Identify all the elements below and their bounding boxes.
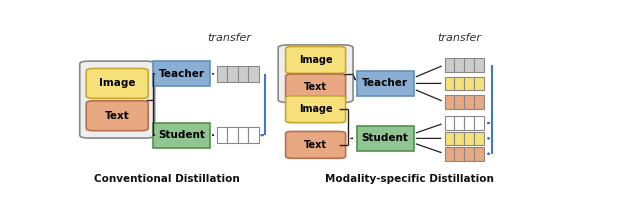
Text: Conventional Distillation: Conventional Distillation — [94, 174, 239, 184]
Bar — [454, 58, 465, 72]
Bar — [465, 116, 474, 130]
Bar — [356, 71, 413, 96]
Text: Image: Image — [299, 104, 332, 114]
Bar — [445, 116, 454, 130]
Bar — [474, 58, 484, 72]
Bar — [465, 58, 474, 72]
Bar — [356, 126, 413, 151]
Bar — [474, 95, 484, 109]
FancyBboxPatch shape — [285, 96, 346, 123]
Bar — [227, 127, 237, 143]
Bar — [153, 123, 210, 148]
Bar — [454, 147, 465, 161]
Text: Image: Image — [299, 55, 332, 65]
Bar — [237, 127, 248, 143]
Text: Image: Image — [99, 78, 136, 88]
Text: Text: Text — [105, 111, 129, 121]
Bar — [454, 76, 465, 90]
FancyBboxPatch shape — [285, 74, 346, 101]
FancyBboxPatch shape — [285, 131, 346, 158]
FancyBboxPatch shape — [285, 47, 346, 73]
Bar — [465, 147, 474, 161]
Bar — [445, 131, 454, 145]
Bar — [217, 66, 227, 82]
Text: Text: Text — [304, 83, 327, 92]
Bar — [474, 76, 484, 90]
Text: Modality-specific Distillation: Modality-specific Distillation — [325, 174, 494, 184]
Bar — [237, 66, 248, 82]
Bar — [474, 116, 484, 130]
FancyBboxPatch shape — [86, 68, 148, 98]
Bar — [474, 147, 484, 161]
Bar — [217, 127, 227, 143]
Bar — [454, 95, 465, 109]
FancyBboxPatch shape — [80, 61, 155, 138]
Bar — [248, 66, 259, 82]
Text: Student: Student — [362, 133, 408, 143]
Bar — [454, 116, 465, 130]
Bar — [153, 61, 210, 86]
Text: Student: Student — [158, 130, 205, 140]
Bar — [474, 131, 484, 145]
FancyBboxPatch shape — [278, 45, 353, 102]
Text: transfer: transfer — [207, 33, 251, 43]
Text: Text: Text — [304, 140, 327, 150]
Bar — [445, 95, 454, 109]
Text: Teacher: Teacher — [362, 78, 408, 88]
Bar — [445, 147, 454, 161]
Bar — [465, 95, 474, 109]
Bar — [227, 66, 237, 82]
Bar — [465, 131, 474, 145]
Bar — [445, 76, 454, 90]
Bar — [465, 76, 474, 90]
FancyBboxPatch shape — [86, 101, 148, 131]
Text: Teacher: Teacher — [159, 69, 205, 79]
Bar — [445, 58, 454, 72]
Bar — [454, 131, 465, 145]
Bar — [248, 127, 259, 143]
Text: transfer: transfer — [438, 33, 481, 43]
